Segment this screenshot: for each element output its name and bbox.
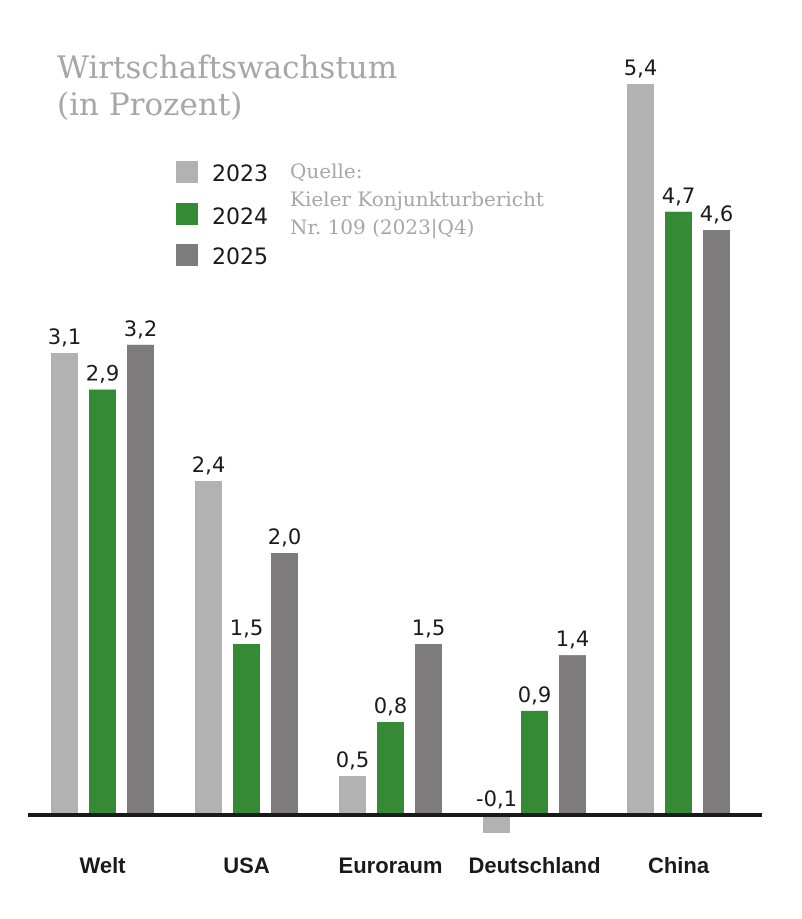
- bar-deutschland-2024: [521, 710, 548, 815]
- source-line-3: Nr. 109 (2023|Q4): [290, 215, 474, 240]
- bar-usa-2024: [233, 644, 260, 815]
- bar-china-2023: [627, 84, 654, 815]
- category-label-euroraum: Euroraum: [339, 853, 443, 878]
- chart-subtitle: (in Prozent): [57, 87, 242, 123]
- value-label-euroraum-2024: 0,8: [374, 694, 407, 718]
- bar-china-2025: [703, 230, 730, 815]
- value-label-welt-2025: 3,2: [124, 317, 157, 341]
- value-label-welt-2024: 2,9: [86, 362, 119, 386]
- value-labels-layer: 3,1 2,4 0,5 -0,1 5,4 2,9 1,5 0,8 0,9 4,7 3,2 2,0 1,5…: [48, 56, 733, 811]
- legend-swatch-2023: [176, 161, 198, 183]
- bar-welt-2023: [51, 353, 78, 815]
- legend-swatch-2025: [176, 244, 198, 266]
- bar-euroraum-2023: [339, 776, 366, 815]
- bar-usa-2023: [195, 481, 222, 815]
- value-label-china-2025: 4,6: [700, 202, 733, 226]
- value-label-usa-2024: 1,5: [230, 616, 263, 640]
- bar-china-2024: [665, 211, 692, 815]
- source-note: Quelle: Kieler Konjunkturbericht Nr. 109…: [290, 159, 544, 240]
- value-label-deutschland-2025: 1,4: [556, 627, 589, 651]
- value-label-welt-2023: 3,1: [48, 325, 81, 349]
- value-label-usa-2023: 2,4: [192, 453, 225, 477]
- source-line-2: Kieler Konjunkturbericht: [290, 187, 544, 211]
- bar-welt-2024: [89, 389, 116, 815]
- legend-label-2023: 2023: [212, 162, 268, 187]
- value-label-deutschland-2023: -0,1: [476, 787, 517, 811]
- legend-swatch-2024: [176, 203, 198, 225]
- bar-deutschland-2025: [559, 655, 586, 815]
- value-label-deutschland-2024: 0,9: [518, 683, 551, 707]
- legend: 2023 2024 2025: [176, 161, 268, 270]
- value-label-china-2023: 5,4: [624, 56, 657, 80]
- category-labels-layer: Welt USA Euroraum Deutschland China: [79, 853, 709, 878]
- bar-welt-2025: [127, 344, 154, 815]
- legend-label-2024: 2024: [212, 205, 268, 230]
- bars-layer: [51, 84, 730, 833]
- value-label-euroraum-2025: 1,5: [412, 616, 445, 640]
- value-label-euroraum-2023: 0,5: [336, 748, 369, 772]
- bar-euroraum-2024: [377, 722, 404, 815]
- bar-euroraum-2025: [415, 644, 442, 815]
- bar-deutschland-2023: [483, 815, 510, 833]
- category-label-usa: USA: [223, 853, 270, 878]
- category-label-china: China: [648, 853, 710, 878]
- value-label-china-2024: 4,7: [662, 184, 695, 208]
- source-line-1: Quelle:: [290, 159, 362, 183]
- value-label-usa-2025: 2,0: [268, 525, 301, 549]
- legend-label-2025: 2025: [212, 245, 268, 270]
- chart-title: Wirtschaftswachstum: [57, 50, 397, 86]
- category-label-welt: Welt: [79, 853, 126, 878]
- category-label-deutschland: Deutschland: [468, 853, 600, 878]
- bar-usa-2025: [271, 553, 298, 815]
